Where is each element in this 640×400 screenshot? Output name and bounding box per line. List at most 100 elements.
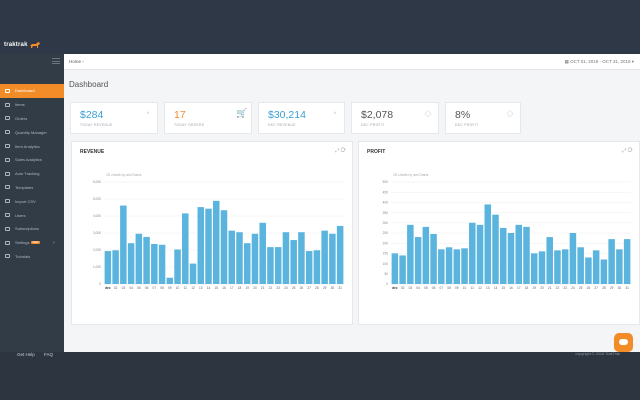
bar-04[interactable] — [127, 243, 135, 284]
bar-19[interactable] — [243, 243, 251, 284]
bar-14[interactable] — [492, 214, 499, 284]
bar-11[interactable] — [469, 222, 476, 284]
bar-15[interactable] — [500, 227, 507, 284]
bar-08[interactable] — [158, 244, 166, 284]
x-tick-label: 28 — [315, 286, 319, 290]
bar-02[interactable] — [399, 255, 406, 284]
bar-02[interactable] — [112, 250, 119, 284]
bar-24[interactable] — [569, 233, 577, 284]
bar-22[interactable] — [554, 250, 561, 284]
sidebar-item-items[interactable]: Items — [0, 98, 64, 112]
bar-24[interactable] — [282, 232, 290, 284]
bar-20[interactable] — [251, 233, 259, 284]
bar-17[interactable] — [515, 224, 522, 284]
sidebar-item-sales-analytics[interactable]: Sales Analytics — [0, 153, 64, 167]
bar-dec[interactable] — [391, 253, 399, 284]
panel-controls-icon[interactable]: ⤢ ⟳ — [622, 148, 633, 154]
bar-30[interactable] — [329, 233, 336, 284]
bar-04[interactable] — [414, 237, 422, 284]
sidebar-item-settings[interactable]: Settings NEW ‹ — [0, 236, 64, 250]
bar-28[interactable] — [600, 259, 608, 284]
sales-icon — [5, 157, 10, 162]
bar-22[interactable] — [267, 247, 274, 284]
bar-28[interactable] — [313, 250, 321, 284]
bar-27[interactable] — [305, 251, 313, 284]
sidebar-item-dashboard[interactable]: Dashboard — [0, 84, 64, 98]
menu-toggle-icon[interactable] — [52, 58, 60, 64]
sidebar-item-label: Users — [15, 212, 26, 218]
bar-10[interactable] — [174, 249, 181, 284]
bar-18[interactable] — [236, 232, 243, 284]
bar-31[interactable] — [623, 239, 631, 284]
stat-value: $284 — [80, 109, 104, 121]
bar-26[interactable] — [585, 257, 592, 284]
bar-12[interactable] — [476, 224, 484, 284]
sidebar-item-subscriptions[interactable]: Subscriptions — [0, 222, 64, 236]
bar-dec[interactable] — [104, 251, 112, 284]
bar-19[interactable] — [530, 253, 538, 284]
sidebar-item-import-csv[interactable]: Import CSV — [0, 194, 64, 208]
breadcrumb[interactable]: Home › — [69, 59, 84, 64]
y-tick-label: 2,000 — [93, 248, 101, 252]
bar-26[interactable] — [298, 232, 305, 284]
x-tick-label: 04 — [416, 286, 420, 290]
bar-14[interactable] — [205, 208, 212, 284]
bar-25[interactable] — [290, 240, 297, 284]
bar-06[interactable] — [143, 236, 150, 284]
bar-16[interactable] — [220, 210, 228, 284]
sidebar-item-item-analytics[interactable]: Item Analytics — [0, 139, 64, 153]
bar-12[interactable] — [189, 263, 197, 284]
bar-13[interactable] — [484, 204, 492, 284]
bar-23[interactable] — [274, 247, 282, 284]
faq-link[interactable]: FAQ — [44, 352, 54, 357]
y-tick-label: 5,000 — [93, 197, 101, 201]
x-tick-label: 19 — [532, 286, 536, 290]
panel-controls-icon[interactable]: ⤢ ⟳ — [335, 148, 346, 154]
bar-25[interactable] — [577, 247, 584, 284]
bar-09[interactable] — [453, 249, 461, 284]
bar-05[interactable] — [422, 226, 430, 284]
x-tick-label: 10 — [176, 286, 180, 290]
bar-10[interactable] — [461, 248, 468, 284]
x-tick-label: 27 — [307, 286, 311, 290]
y-tick-label: 300 — [383, 221, 389, 225]
bar-29[interactable] — [608, 239, 615, 284]
revenue-chart: JS charts by amCharts 0 1,000 2,000 3,000 4,0… — [93, 173, 344, 290]
bar-06[interactable] — [430, 234, 437, 284]
bar-13[interactable] — [197, 207, 205, 284]
bar-23[interactable] — [561, 249, 569, 284]
sidebar-item-users[interactable]: Users — [0, 208, 64, 222]
sidebar-item-tutorials[interactable]: Tutorials — [0, 250, 64, 264]
bar-09[interactable] — [166, 277, 174, 284]
bar-05[interactable] — [135, 233, 143, 284]
sidebar-item-templates[interactable]: Templates — [0, 181, 64, 195]
bar-15[interactable] — [213, 200, 220, 284]
bar-27[interactable] — [592, 250, 600, 284]
date-range-picker[interactable]: ▦ OCT 01, 2018 - OCT 31, 2018 ▾ — [564, 59, 634, 64]
bar-08[interactable] — [445, 247, 453, 284]
bar-11[interactable] — [182, 213, 189, 284]
stat-card-dec-profit: 8% DEC PROFIT ◇ — [445, 102, 521, 134]
bar-21[interactable] — [546, 237, 553, 284]
sidebar-item-auto-tracking[interactable]: Auto Tracking — [0, 167, 64, 181]
bar-21[interactable] — [259, 222, 266, 284]
bar-03[interactable] — [120, 205, 127, 284]
get-help-link[interactable]: Get Help — [17, 352, 35, 357]
bar-07[interactable] — [438, 249, 445, 284]
sidebar-item-quantity-manager[interactable]: Quantity Manager — [0, 125, 64, 139]
bar-30[interactable] — [616, 249, 623, 284]
bar-31[interactable] — [336, 225, 344, 284]
bar-03[interactable] — [407, 224, 414, 284]
bar-17[interactable] — [228, 230, 235, 284]
profit-panel: PROFIT ⤢ ⟳ JS charts by amCharts 0 50 100 15… — [358, 141, 640, 325]
x-tick-label: 05 — [424, 286, 428, 290]
bar-20[interactable] — [538, 251, 546, 284]
chat-button[interactable] — [614, 333, 633, 352]
stat-label: DEC REVENUE — [268, 123, 296, 127]
brand-logo[interactable]: traktrak — [4, 42, 28, 48]
bar-29[interactable] — [321, 230, 328, 284]
bar-18[interactable] — [523, 226, 530, 284]
bar-07[interactable] — [151, 243, 158, 284]
bar-16[interactable] — [507, 233, 515, 284]
sidebar-item-orders[interactable]: Orders — [0, 112, 64, 126]
